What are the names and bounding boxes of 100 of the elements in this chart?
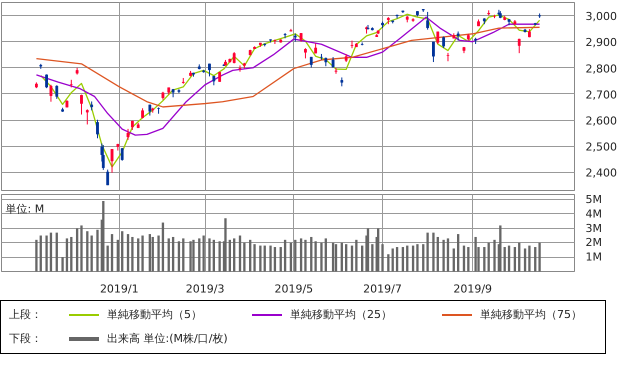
bar: [233, 238, 236, 272]
candlestick: [130, 120, 134, 130]
candlestick: [126, 128, 130, 140]
bar: [264, 246, 266, 272]
bar: [371, 244, 374, 272]
y-tick-label: 4M: [586, 207, 602, 220]
legend-label: 単純移動平均（25）: [290, 307, 392, 323]
x-tick-label: 2019/7: [363, 282, 402, 296]
bar: [514, 247, 516, 272]
candlestick: [55, 84, 58, 100]
x-tick-label: 2019/3: [186, 282, 224, 296]
bar: [172, 236, 174, 272]
y-tick-label: 3M: [586, 222, 602, 235]
line-series: [40, 14, 540, 168]
bar: [35, 240, 38, 272]
bar: [324, 238, 327, 272]
bar: [518, 242, 520, 272]
candlestick: [96, 119, 99, 139]
bar: [202, 236, 205, 272]
bar: [392, 248, 394, 272]
candlestick: [212, 76, 216, 86]
y-tick-label: 2,700: [586, 88, 617, 102]
candlestick: [102, 144, 105, 170]
bar: [148, 234, 152, 272]
candlestick: [442, 36, 446, 48]
bar: [228, 240, 231, 272]
candlestick: [120, 147, 124, 162]
bar: [137, 238, 140, 272]
bar: [40, 236, 42, 272]
bar: [474, 236, 477, 272]
bar: [106, 246, 109, 272]
bar: [402, 247, 404, 272]
candlestick: [446, 52, 450, 62]
bar: [70, 236, 72, 272]
bar: [218, 241, 221, 272]
bar: [483, 247, 486, 272]
candlestick: [436, 31, 440, 45]
y-tick-label: 2,800: [586, 62, 617, 76]
bar: [442, 240, 445, 272]
bar: [90, 236, 93, 272]
y-tick-label: 2,600: [586, 114, 617, 128]
candlestick: [80, 94, 83, 116]
bar: [152, 236, 154, 272]
legend-label: 単純移動平均（5）: [107, 307, 202, 323]
x-tick-label: 2019/9: [453, 282, 492, 296]
bar: [310, 236, 312, 272]
candlestick: [314, 42, 318, 54]
candlestick: [232, 52, 236, 64]
y-tick-label: 2,400: [586, 166, 617, 180]
bar: [86, 231, 88, 272]
bar: [290, 242, 292, 272]
bar: [182, 238, 184, 272]
candlestick: [432, 41, 435, 63]
legend-label: 単純移動平均（75）: [480, 307, 582, 323]
bar: [76, 228, 78, 272]
bar: [243, 242, 246, 272]
bar: [284, 240, 286, 272]
bar: [355, 240, 358, 272]
bar: [456, 234, 460, 272]
bar: [294, 240, 296, 272]
candlestick: [310, 56, 313, 68]
bar: [212, 240, 215, 272]
candlestick: [110, 148, 114, 174]
candlestick: [148, 104, 152, 116]
bar: [168, 238, 170, 272]
y-tick-label: 2M: [586, 236, 602, 250]
candlestick: [456, 30, 460, 42]
bar: [426, 232, 429, 272]
bar: [340, 242, 343, 272]
bar: [274, 247, 276, 272]
bar: [121, 231, 124, 272]
legend-title: 上段：: [9, 307, 43, 323]
bar: [387, 254, 390, 272]
bar: [538, 242, 541, 272]
candlestick: [304, 48, 307, 59]
bar: [504, 247, 506, 272]
bar: [499, 225, 502, 272]
candlestick: [45, 74, 48, 89]
bar: [436, 236, 439, 272]
line-series: [36, 16, 540, 136]
bar: [314, 241, 317, 272]
legend-title: 下段：: [9, 331, 43, 347]
y-tick-label: 3,000: [586, 10, 617, 24]
bar: [377, 228, 380, 272]
bar: [116, 240, 120, 272]
x-tick-label: 2019/1: [100, 282, 139, 296]
candlestick: [50, 84, 52, 102]
bar: [102, 200, 104, 272]
bar: [467, 247, 470, 272]
candlestick: [208, 63, 211, 77]
bar: [198, 238, 200, 272]
candlestick: [426, 11, 430, 30]
bar: [534, 247, 536, 272]
bar: [406, 246, 408, 272]
bar: [452, 248, 455, 272]
bar: [56, 232, 58, 272]
candlestick: [141, 108, 144, 119]
y-tick-label: 2,900: [586, 36, 617, 50]
bar: [280, 247, 282, 272]
candlestick: [518, 38, 521, 54]
